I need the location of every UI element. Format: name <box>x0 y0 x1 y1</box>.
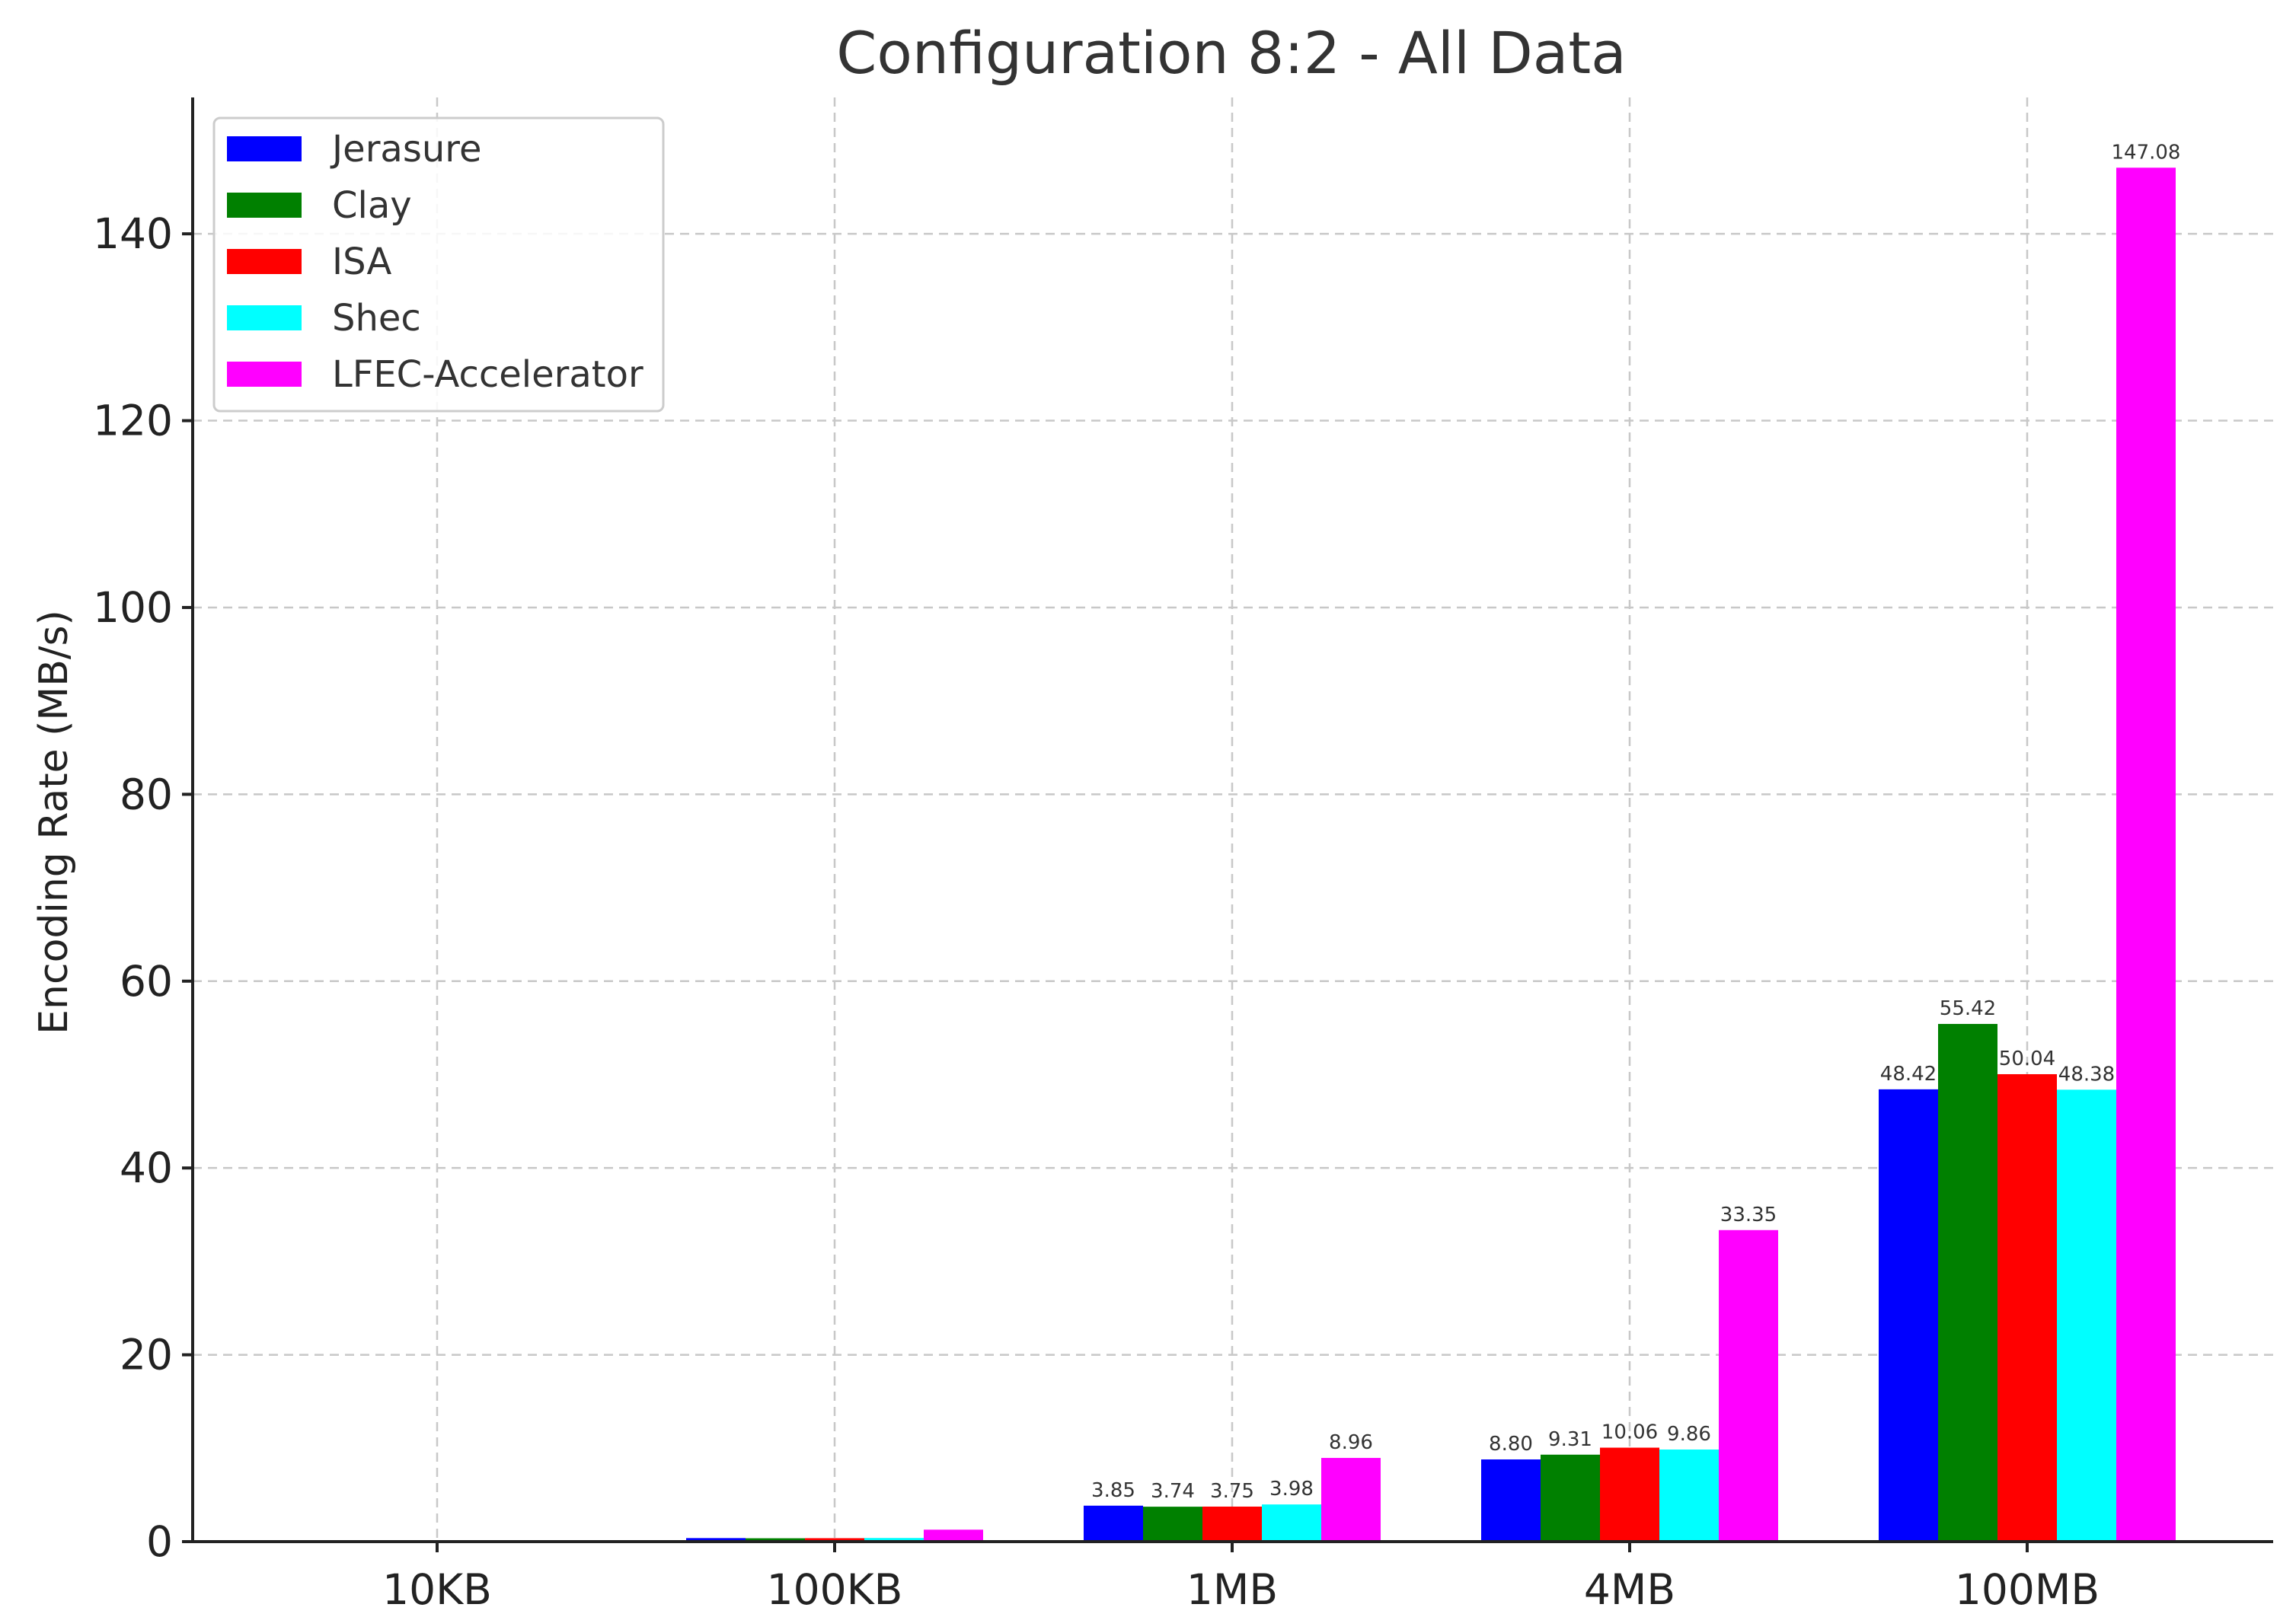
y-tick-label: 40 <box>120 1143 173 1192</box>
bar <box>1997 1073 2057 1542</box>
data-label: 55.42 <box>1940 997 1996 1020</box>
bar <box>1202 1506 1262 1542</box>
bar <box>1879 1089 1938 1542</box>
legend-box <box>212 116 665 413</box>
legend-swatch <box>227 305 302 330</box>
bar <box>1659 1450 1719 1542</box>
x-tick-label: 1MB <box>1186 1565 1278 1614</box>
bar <box>746 1538 805 1542</box>
bar <box>2057 1089 2116 1542</box>
bar <box>1262 1504 1321 1542</box>
legend-label: Jerasure <box>330 128 481 171</box>
bar-layer <box>289 167 2176 1542</box>
data-label-layer: 3.85 8.80 48.42 3.74 9.31 55.42 3.75 10.06 50.04… <box>1091 141 2180 1503</box>
y-tick-label: 80 <box>120 770 173 818</box>
y-tick-label: 120 <box>93 397 173 445</box>
x-tick-label: 100KB <box>767 1565 903 1614</box>
bar <box>686 1538 746 1542</box>
bar <box>2116 167 2176 1542</box>
data-label: 3.85 <box>1091 1479 1135 1502</box>
data-label: 3.75 <box>1210 1480 1254 1503</box>
data-label: 48.42 <box>1880 1063 1937 1086</box>
axis-layer: 0 20 40 60 80 100 120 140 10KB 100KB 1MB 4MB 100MB <box>93 97 2273 1614</box>
y-axis-label: Encoding Rate (MB/s) <box>31 610 77 1035</box>
bar <box>1321 1458 1381 1542</box>
data-label: 9.31 <box>1548 1428 1592 1451</box>
legend-swatch <box>227 249 302 274</box>
x-tick-label: 100MB <box>1955 1565 2100 1614</box>
legend-label: LFEC-Accelerator <box>332 353 643 396</box>
y-tick-label: 0 <box>146 1517 173 1566</box>
bar <box>924 1529 983 1542</box>
bar <box>1600 1447 1659 1542</box>
y-tick-label: 140 <box>93 209 173 258</box>
legend-label: ISA <box>332 241 392 283</box>
data-label: 147.08 <box>2112 141 2181 164</box>
data-label: 10.06 <box>1601 1421 1658 1444</box>
data-label: 9.86 <box>1667 1423 1711 1446</box>
bar <box>1084 1505 1143 1542</box>
y-tick-label: 60 <box>120 957 173 1006</box>
legend-label: Clay <box>332 184 412 227</box>
legend-swatch <box>227 362 302 387</box>
data-label: 3.98 <box>1269 1478 1314 1501</box>
y-tick-label: 100 <box>93 583 173 632</box>
data-label: 8.80 <box>1489 1433 1533 1456</box>
legend-swatch <box>227 193 302 218</box>
y-tick-label: 20 <box>120 1331 173 1379</box>
data-label: 8.96 <box>1329 1431 1373 1454</box>
x-tick-label: 10KB <box>382 1565 492 1614</box>
legend: Jerasure Clay ISA Shec LFEC-Accelerator <box>212 116 665 413</box>
bar <box>1938 1023 1997 1542</box>
data-label: 33.35 <box>1720 1204 1777 1226</box>
bar <box>864 1538 924 1542</box>
bar <box>1719 1229 1778 1542</box>
legend-swatch <box>227 136 302 161</box>
chart-title: Configuration 8:2 - All Data <box>836 19 1626 87</box>
data-label: 3.74 <box>1151 1480 1195 1503</box>
bar <box>1143 1507 1202 1542</box>
bar <box>1481 1459 1541 1542</box>
bar <box>1541 1454 1600 1542</box>
legend-label: Shec <box>332 297 421 340</box>
data-label: 50.04 <box>1999 1048 2055 1070</box>
data-label: 48.38 <box>2058 1063 2115 1086</box>
x-tick-label: 4MB <box>1584 1565 1675 1614</box>
bar <box>805 1538 864 1542</box>
